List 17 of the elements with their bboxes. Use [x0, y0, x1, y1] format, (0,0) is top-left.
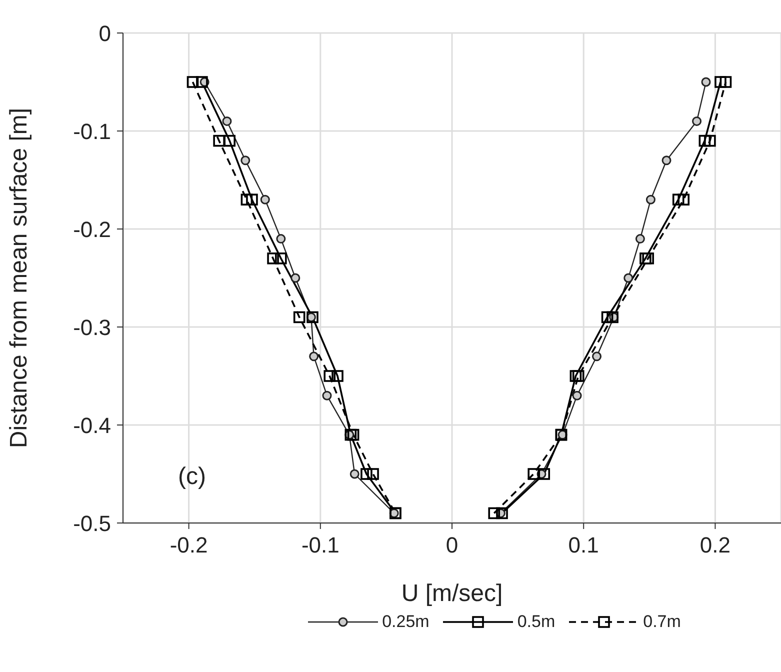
x-tick-label: 0.2	[700, 532, 730, 558]
y-tick-label: -0.3	[73, 314, 111, 340]
y-tick-label: -0.5	[73, 510, 111, 536]
annotation: (c)	[178, 463, 206, 491]
legend-label: 0.25m	[382, 612, 430, 632]
x-tick-label: 0.1	[568, 532, 599, 558]
x-tick-label: -0.1	[301, 532, 340, 558]
x-tick-label: 0	[446, 532, 458, 558]
y-tick-label: -0.4	[73, 412, 111, 438]
y-tick-label: -0.2	[73, 216, 111, 242]
y-tick-label: 0	[98, 20, 111, 46]
x-axis-title: U [m/sec]	[401, 580, 503, 607]
x-tick-label: -0.2	[170, 532, 208, 558]
legend-label: 0.5m	[517, 612, 556, 632]
y-axis-title: Distance from mean surface [m]	[6, 108, 33, 448]
y-tick-label: -0.1	[73, 118, 111, 144]
legend-label: 0.7m	[643, 612, 681, 632]
